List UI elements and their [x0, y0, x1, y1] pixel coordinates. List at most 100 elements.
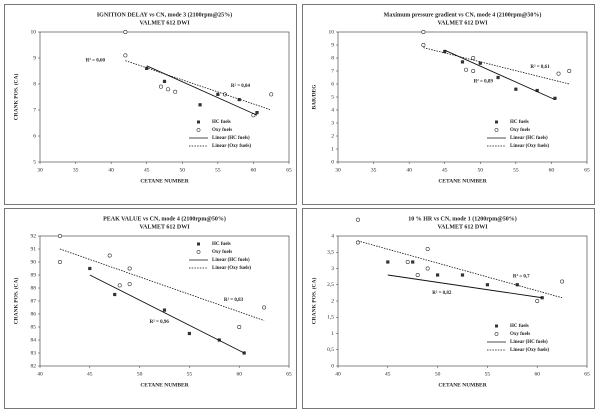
chart-panel: Maximum pressure gradient vs CN, mode 4 … — [302, 4, 595, 205]
hc-point — [386, 260, 390, 264]
x-tick-label: 40 — [108, 167, 114, 173]
hc-point — [88, 266, 92, 271]
legend-swatch — [495, 324, 498, 328]
chart-subtitle: VALMET 612 DWI — [437, 20, 488, 26]
plot-area — [39, 31, 290, 163]
y-tick-label: 2 — [331, 298, 334, 304]
hc-point — [540, 296, 544, 300]
y-tick-label: 6 — [33, 133, 36, 139]
y-tick-label: 90 — [31, 259, 37, 265]
y-tick-label: 1 — [331, 331, 334, 337]
r-squared-label: R² = 0,83 — [224, 297, 244, 303]
y-tick-label: 85 — [31, 324, 37, 330]
r-squared-label: R² = 0,61 — [530, 64, 550, 70]
y-tick-label: 9 — [33, 55, 36, 61]
y-tick-label: 89 — [31, 272, 37, 278]
y-tick-label: 5 — [33, 159, 36, 165]
chart-panel: PEAK VALUE vs CN, mode 4 (2100rpm@50%) VA… — [4, 208, 297, 409]
y-tick-label: 5 — [331, 94, 334, 100]
y-tick-label: 0,5 — [327, 347, 334, 353]
hc-point — [553, 96, 557, 100]
trend-line — [423, 47, 570, 85]
legend-swatch — [494, 128, 499, 132]
y-tick-label: 3 — [331, 266, 334, 272]
y-tick-label: 86 — [31, 311, 37, 317]
y-tick-label: 2,5 — [327, 282, 334, 288]
oxy-point — [405, 259, 410, 264]
y-tick-label: 10 — [329, 29, 335, 35]
trend-line — [59, 248, 265, 321]
oxy-point — [355, 217, 360, 222]
oxy-point — [107, 253, 112, 258]
oxy-point — [173, 89, 178, 94]
legend-swatch — [196, 128, 201, 132]
y-tick-label: 4 — [331, 107, 334, 113]
oxy-point — [158, 84, 163, 89]
oxy-point — [127, 282, 132, 287]
legend-swatch — [494, 332, 499, 336]
chart-subtitle: VALMET 612 DWI — [139, 224, 190, 230]
y-tick-label: 7 — [33, 107, 36, 113]
x-tick-label: 65 — [584, 371, 590, 377]
legend-swatch — [196, 250, 201, 254]
hc-point — [237, 98, 241, 102]
legend-label: Oxy fuels — [510, 128, 530, 133]
x-axis-label: CETANE NUMBER — [140, 178, 189, 184]
y-axis-label: CRANK POS. (CA) — [310, 278, 317, 325]
x-tick-label: 65 — [286, 371, 292, 377]
hc-point — [460, 273, 465, 277]
x-axis-label: CETANE NUMBER — [438, 382, 487, 388]
oxy-point — [222, 92, 227, 97]
oxy-point — [535, 299, 540, 304]
r-squared-label: R² = 0,82 — [432, 290, 452, 296]
oxy-point — [127, 266, 132, 271]
y-tick-label: 3,5 — [327, 250, 334, 256]
y-tick-label: 0 — [331, 159, 334, 165]
legend-label: HC fuels — [510, 324, 529, 329]
hc-point — [145, 66, 149, 70]
oxy-point — [237, 325, 242, 330]
panel-border — [302, 208, 595, 409]
oxy-point — [560, 279, 565, 284]
x-tick-label: 60 — [549, 167, 555, 173]
hc-point — [255, 111, 259, 115]
oxy-point — [262, 305, 267, 310]
hc-point — [515, 283, 519, 287]
r-squared-label: R² = 0,7 — [513, 274, 530, 280]
hc-point — [216, 92, 220, 96]
oxy-point — [355, 240, 360, 245]
legend-label: HC fuels — [212, 242, 231, 247]
chart-subtitle: VALMET 612 DWI — [139, 20, 190, 26]
legend-label: HC fuels — [212, 120, 231, 125]
x-axis-label: CETANE NUMBER — [438, 178, 487, 184]
panel-border — [302, 4, 595, 205]
y-tick-label: 9 — [331, 42, 334, 48]
y-tick-label: 10 — [31, 29, 37, 35]
hc-point — [162, 79, 167, 83]
y-tick-label: 83 — [31, 350, 37, 356]
trend-line — [357, 240, 563, 299]
oxy-point — [425, 246, 430, 251]
x-tick-label: 60 — [251, 167, 257, 173]
oxy-point — [464, 67, 469, 72]
oxy-point — [123, 29, 128, 34]
legend-label: Linear (Oxy fuels) — [510, 144, 549, 149]
oxy-point — [117, 283, 122, 288]
legend-label: Linear (Oxy fuels) — [510, 348, 549, 353]
oxy-point — [421, 29, 426, 34]
trend-line — [444, 49, 556, 101]
y-tick-label: 88 — [31, 285, 37, 291]
y-axis-label: CRANK POS. (CA) — [12, 278, 19, 325]
oxy-point — [556, 71, 561, 76]
x-tick-label: 55 — [215, 167, 221, 173]
x-tick-label: 50 — [137, 371, 143, 377]
hc-point — [443, 49, 447, 54]
x-axis-label: CETANE NUMBER — [140, 382, 189, 388]
oxy-point — [57, 259, 62, 264]
y-tick-label: 1 — [331, 146, 334, 152]
plot-area — [39, 235, 290, 367]
legend-label: Oxy fuels — [510, 332, 530, 337]
x-tick-label: 30 — [335, 167, 341, 173]
legend-label: Linear (HC fuels) — [212, 258, 250, 263]
chart-title: Maximum pressure gradient vs CN, mode 4 … — [384, 11, 542, 18]
